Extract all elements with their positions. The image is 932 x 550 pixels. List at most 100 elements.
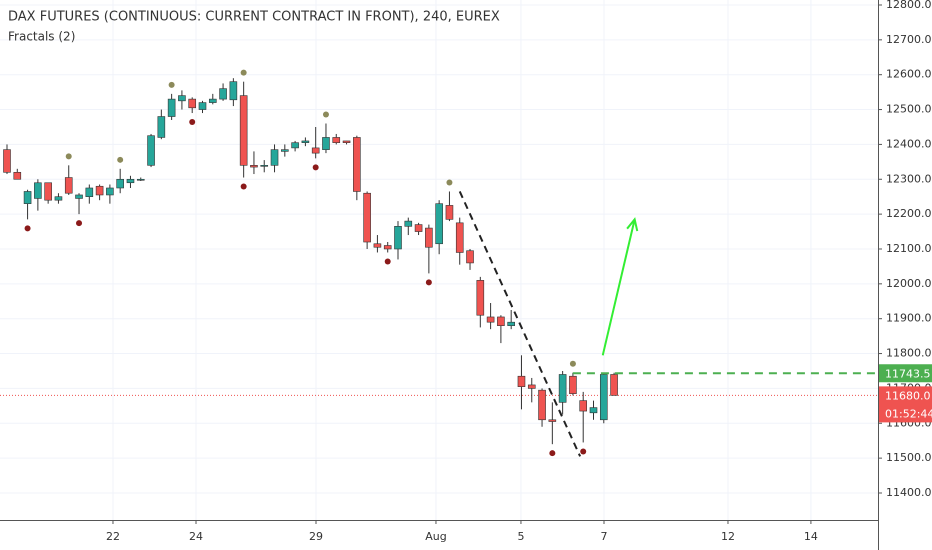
candle-body <box>229 81 238 101</box>
x-tick-label: 7 <box>600 530 607 543</box>
fractal-down <box>240 183 247 190</box>
x-tick-label: Aug <box>425 530 446 543</box>
candle-body <box>425 227 433 248</box>
candle-body <box>507 321 515 326</box>
price-axis <box>878 0 932 550</box>
fractal-up <box>117 156 124 163</box>
candle-body <box>44 182 52 201</box>
candle-body <box>260 165 269 167</box>
candle-body <box>219 88 227 100</box>
candle-body <box>414 224 423 232</box>
y-tick-label: 12400.0 <box>886 137 932 150</box>
candle-body <box>13 171 22 180</box>
candle-body <box>610 374 618 396</box>
candle-body <box>569 375 577 394</box>
x-tick-label: 14 <box>804 530 818 543</box>
fractal-down <box>312 164 319 171</box>
candle-body <box>363 192 371 243</box>
candle-body <box>486 316 495 323</box>
candle-body <box>353 137 361 192</box>
last-price-label: 11680.0 <box>885 389 931 402</box>
level-label-box <box>879 364 932 383</box>
candle-body <box>136 178 145 181</box>
fractal-up <box>65 153 72 160</box>
candle-body <box>157 116 166 138</box>
candle-body <box>558 374 567 403</box>
candle-body <box>394 226 402 250</box>
candle-body <box>126 178 135 184</box>
y-tick-label: 11500.0 <box>886 451 932 464</box>
candle-body <box>548 419 557 422</box>
arrow-head <box>626 217 639 232</box>
candle-body <box>198 102 207 110</box>
fractal-down <box>549 450 556 457</box>
chart-title: DAX FUTURES (CONTINUOUS: CURRENT CONTRAC… <box>8 10 500 25</box>
fractal-down <box>76 220 83 227</box>
arrow <box>601 219 636 356</box>
candle-body <box>270 149 279 166</box>
candle-body <box>54 196 63 201</box>
y-tick-label: 12700.0 <box>886 33 932 46</box>
indicator-name: Fractals (2) <box>8 30 75 44</box>
candle-body <box>322 137 330 150</box>
fractal-up <box>240 69 247 76</box>
fractal-down <box>580 448 587 455</box>
x-tick-label: 22 <box>106 530 120 543</box>
candle-body <box>23 191 32 204</box>
fractal-down <box>425 279 432 286</box>
candle-body <box>579 400 588 412</box>
candle-body <box>373 243 382 248</box>
fractal-down <box>189 119 196 126</box>
x-tick-label: 12 <box>721 530 735 543</box>
candle-body <box>404 220 413 227</box>
candle-body <box>301 140 310 143</box>
x-tick-label: 24 <box>189 530 203 543</box>
candle-body <box>75 194 83 199</box>
y-tick-label: 12800.0 <box>886 0 932 11</box>
candle-body <box>34 182 42 199</box>
fractal-up <box>322 111 329 118</box>
fractal-down <box>384 258 391 265</box>
candle-body <box>383 245 392 250</box>
x-tick-label: 29 <box>309 530 323 543</box>
countdown: 01:52:44 <box>885 407 932 420</box>
candle-body <box>250 165 258 168</box>
level-label: 11743.5 <box>885 367 931 380</box>
candle-body <box>455 222 464 253</box>
last-price-box <box>879 386 932 423</box>
y-tick-label: 11400.0 <box>886 486 932 499</box>
candle-body <box>64 177 73 194</box>
candle-body <box>3 149 11 173</box>
candle-body <box>445 205 454 220</box>
candle-body <box>497 316 505 326</box>
fractal-up <box>446 179 453 186</box>
candle-body <box>466 250 474 264</box>
candle-body <box>538 389 546 421</box>
candle-body <box>291 142 299 149</box>
fractal-up <box>168 81 175 88</box>
x-tick-label: 5 <box>517 530 524 543</box>
y-tick-label: 12000.0 <box>886 277 932 290</box>
candle-body <box>167 98 176 117</box>
candle-body <box>435 203 443 245</box>
candle-body <box>311 147 320 154</box>
candle-body <box>589 407 598 414</box>
candle-body <box>147 135 155 166</box>
candle-body <box>208 98 217 103</box>
candle-body <box>85 187 94 197</box>
candle-body <box>342 140 351 143</box>
y-tick-label: 12100.0 <box>886 242 932 255</box>
candle-body <box>188 98 197 109</box>
y-tick-label: 12200.0 <box>886 207 932 220</box>
candle-body <box>178 95 186 102</box>
fractal-up <box>569 360 576 367</box>
candle-body <box>239 95 248 166</box>
candle-body <box>281 149 289 152</box>
fractal-down <box>24 225 31 232</box>
candle-body <box>106 187 114 196</box>
y-tick-label: 12600.0 <box>886 68 932 81</box>
candle-body <box>95 185 104 196</box>
candle-body <box>527 384 536 389</box>
